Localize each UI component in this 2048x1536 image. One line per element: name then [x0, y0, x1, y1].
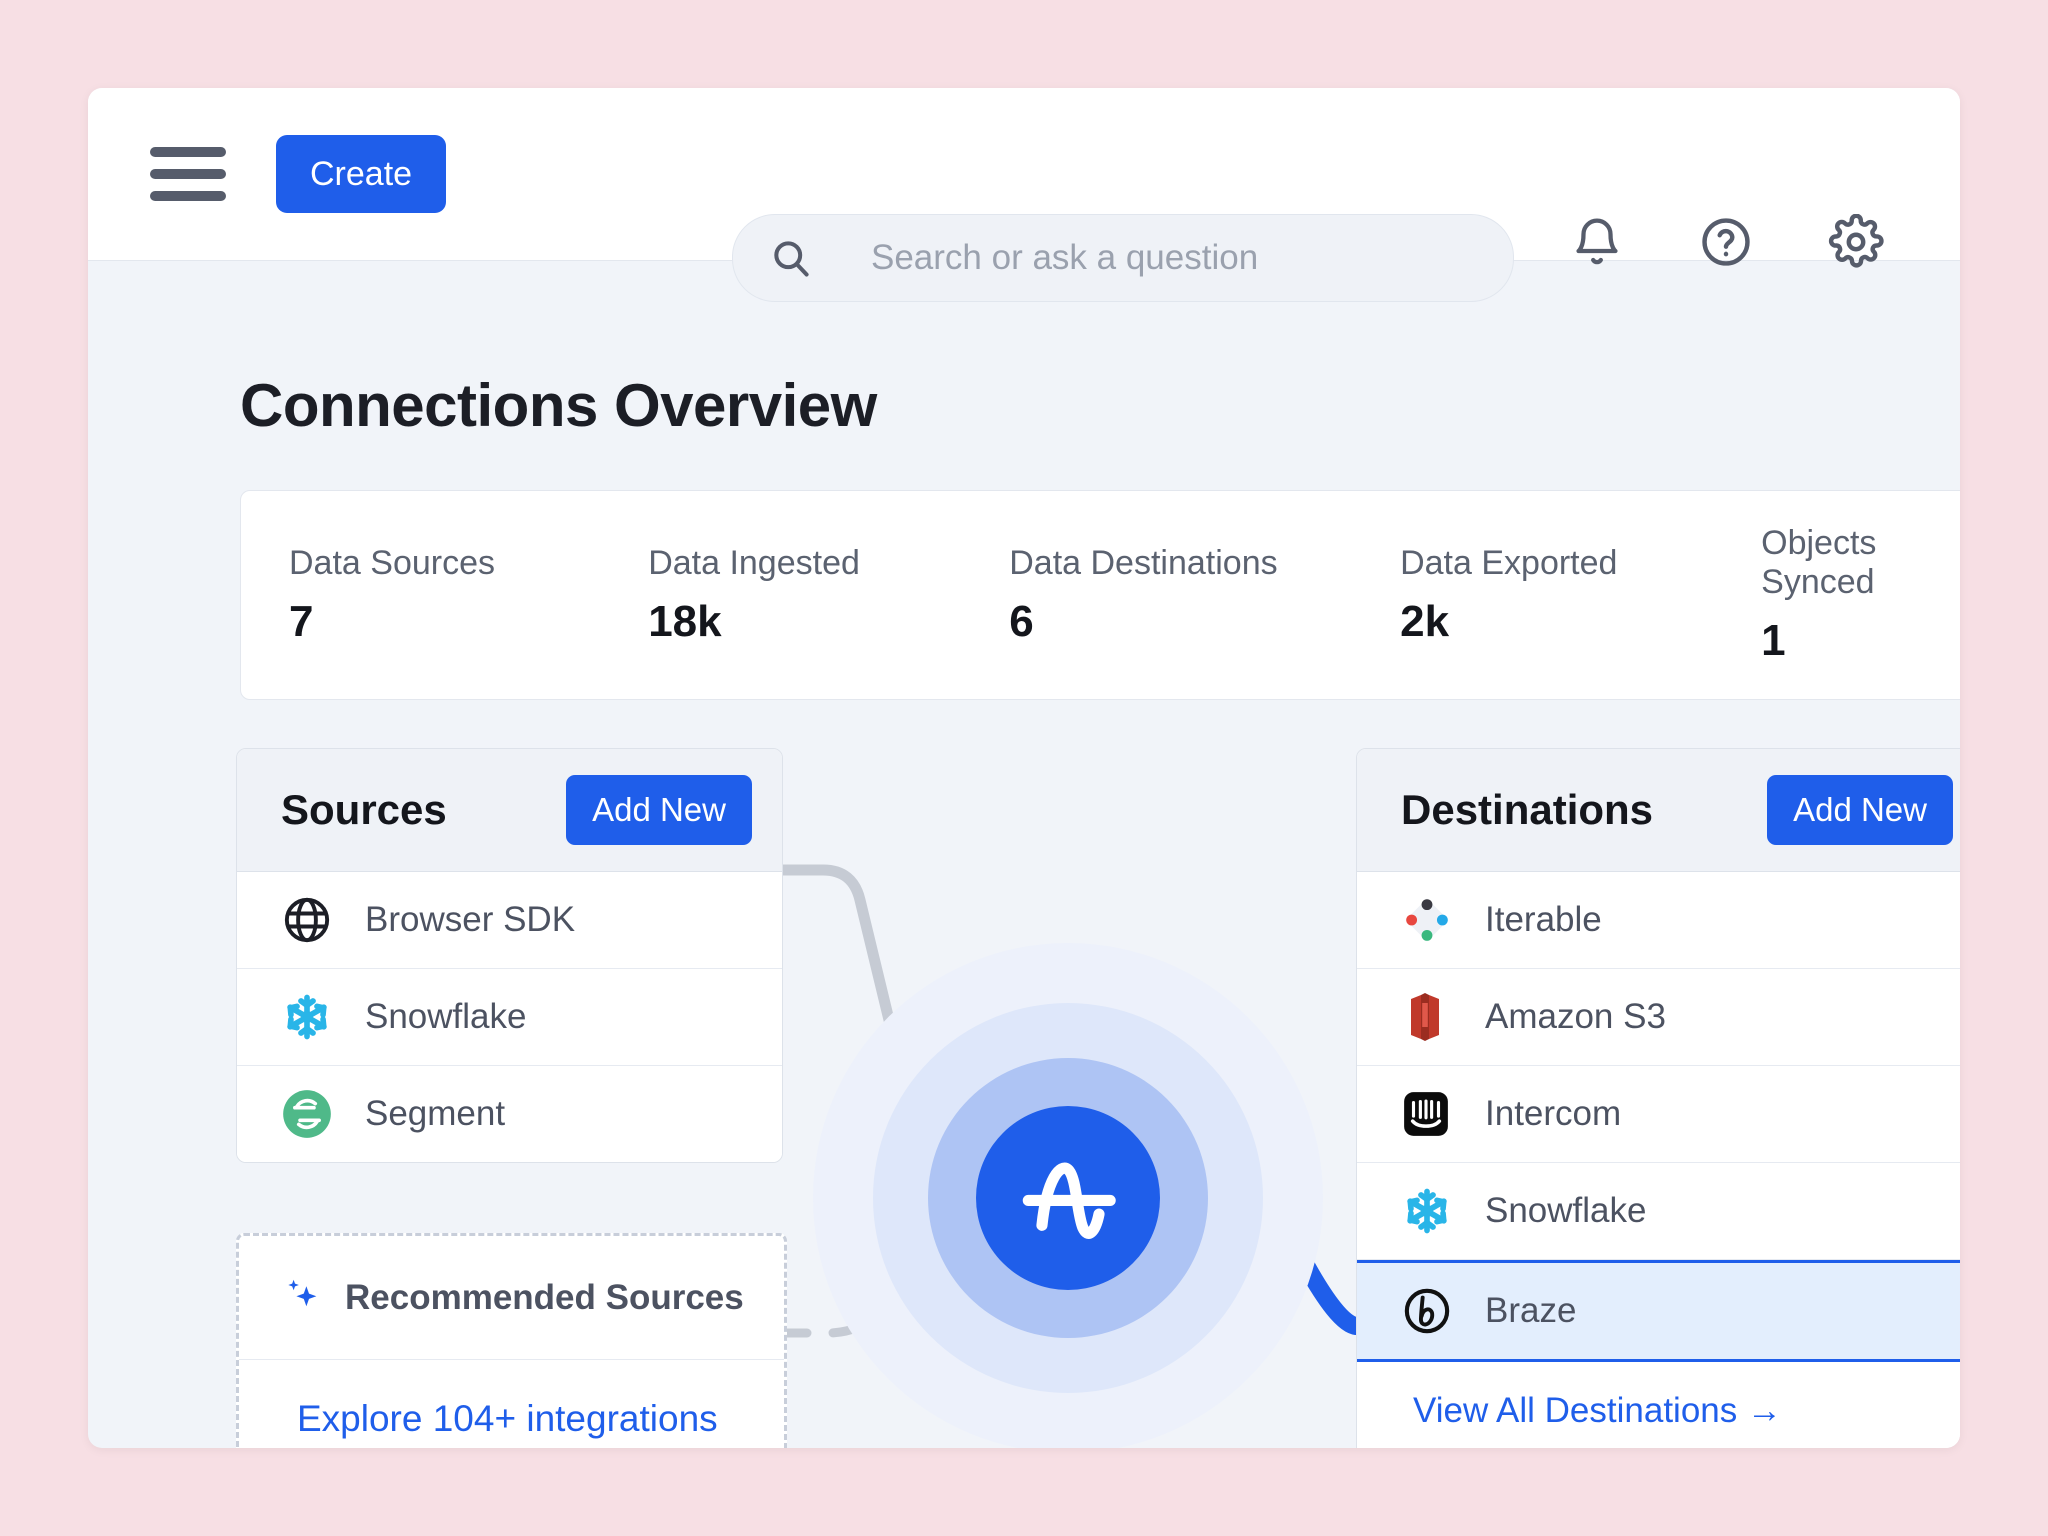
stat-data-destinations: Data Destinations 6 — [961, 544, 1352, 647]
stat-label: Data Destinations — [1009, 543, 1278, 582]
stat-label: Objects Synced — [1761, 524, 1877, 601]
destination-row-braze[interactable]: Braze — [1357, 1260, 1960, 1362]
stat-value: 6 — [1009, 596, 1034, 646]
page-title: Connections Overview — [240, 372, 877, 439]
destination-row-intercom[interactable]: Intercom — [1357, 1066, 1960, 1163]
source-name: Segment — [365, 1094, 506, 1133]
source-row-snowflake[interactable]: Snowflake — [237, 969, 782, 1066]
view-all-destinations-link[interactable]: View All Destinations → — [1357, 1362, 1960, 1448]
hamburger-bar — [150, 169, 226, 179]
stat-data-sources: Data Sources 7 — [241, 544, 600, 647]
explore-integrations-link[interactable]: Explore 104+ integrations — [297, 1398, 718, 1439]
source-row-segment[interactable]: Segment — [237, 1066, 782, 1162]
amplitude-hub-logo — [788, 918, 1348, 1448]
sources-panel: Sources Add New Browser SDK — [236, 748, 783, 1163]
search-input-placeholder[interactable]: Search or ask a question — [871, 238, 1259, 277]
hamburger-bar — [150, 191, 226, 201]
stat-value: 1 — [1761, 616, 1786, 665]
globe-icon — [281, 894, 339, 946]
stat-label: Data Ingested — [648, 543, 860, 582]
destination-row-snowflake[interactable]: Snowflake — [1357, 1163, 1960, 1260]
stat-objects-synced: Objects Synced 1 — [1713, 524, 1960, 666]
hamburger-bar — [150, 147, 226, 157]
destinations-panel: Destinations Add New Iterable — [1356, 748, 1960, 1448]
sources-title: Sources — [281, 786, 447, 833]
create-button[interactable]: Create — [276, 135, 447, 213]
help-circle-icon[interactable] — [1698, 214, 1754, 270]
add-new-destination-button[interactable]: Add New — [1767, 775, 1953, 845]
destination-row-amazon-s3[interactable]: Amazon S3 — [1357, 969, 1960, 1066]
hub-ring-outer — [813, 943, 1323, 1448]
snowflake-icon — [1401, 1185, 1459, 1237]
top-navigation-bar: Create Search or ask a question — [88, 88, 1960, 302]
snowflake-icon — [281, 991, 339, 1043]
intercom-icon — [1401, 1089, 1459, 1139]
source-name: Snowflake — [365, 997, 527, 1036]
stat-label: Data Sources — [289, 543, 495, 582]
amazon-s3-icon — [1401, 991, 1459, 1043]
stat-value: 7 — [289, 596, 314, 646]
destinations-panel-header: Destinations Add New — [1357, 749, 1960, 872]
sparkles-icon — [281, 1274, 323, 1321]
source-row-browser-sdk[interactable]: Browser SDK — [237, 872, 782, 969]
stat-data-ingested: Data Ingested 18k — [600, 544, 961, 647]
iterable-icon — [1401, 894, 1459, 946]
amplitude-logo-icon — [976, 1106, 1160, 1290]
destination-name: Snowflake — [1485, 1191, 1647, 1230]
destination-name: Iterable — [1485, 900, 1602, 939]
stats-summary-card: Data Sources 7 Data Ingested 18k Data De… — [240, 490, 1960, 700]
stat-value: 18k — [648, 596, 722, 646]
stat-label: Data Exported — [1400, 543, 1618, 582]
braze-icon — [1401, 1285, 1459, 1337]
search-bar[interactable]: Search or ask a question — [732, 214, 1514, 302]
recommended-sources-header: Recommended Sources — [239, 1236, 784, 1360]
stat-value: 2k — [1400, 596, 1450, 646]
destination-name: Amazon S3 — [1485, 997, 1666, 1036]
hamburger-menu-icon[interactable] — [150, 147, 226, 201]
destination-name: Braze — [1485, 1291, 1577, 1330]
hub-ring-inner — [928, 1058, 1208, 1338]
sources-panel-header: Sources Add New — [237, 749, 782, 872]
destination-row-iterable[interactable]: Iterable — [1357, 872, 1960, 969]
recommended-sources-box: Recommended Sources Explore 104+ integra… — [236, 1233, 787, 1448]
source-name: Browser SDK — [365, 900, 576, 939]
search-icon — [769, 236, 813, 280]
app-window: Create Search or ask a question — [88, 88, 1960, 1448]
hub-ring-mid — [873, 1003, 1263, 1393]
stat-data-exported: Data Exported 2k — [1352, 544, 1713, 647]
settings-gear-icon[interactable] — [1828, 214, 1884, 270]
topbar-icon-group — [1570, 214, 1884, 270]
notifications-bell-icon[interactable] — [1570, 215, 1624, 269]
segment-icon — [281, 1088, 339, 1140]
add-new-source-button[interactable]: Add New — [566, 775, 752, 845]
recommended-sources-title: Recommended Sources — [345, 1277, 744, 1317]
destinations-title: Destinations — [1401, 786, 1654, 833]
destination-name: Intercom — [1485, 1094, 1622, 1133]
